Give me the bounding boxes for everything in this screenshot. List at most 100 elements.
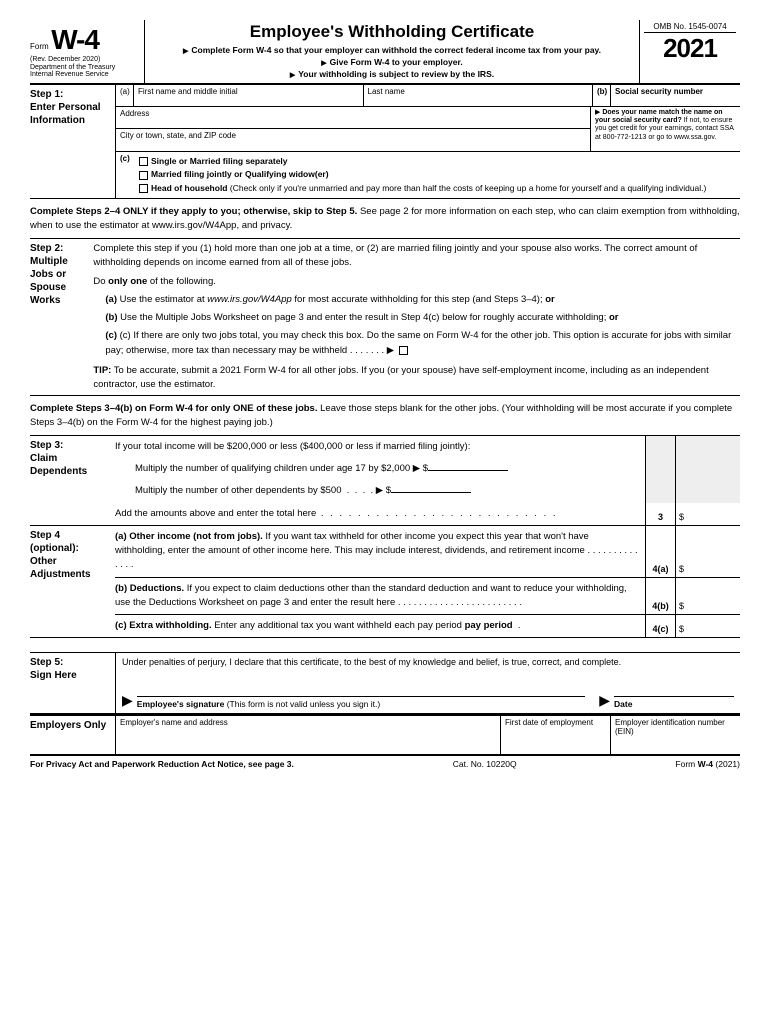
- step3-label: Step 3:: [30, 440, 63, 451]
- checkbox-married[interactable]: [139, 171, 148, 180]
- step3-total-text: Add the amounts above and enter the tota…: [115, 503, 645, 525]
- step5-label: Step 5:: [30, 657, 63, 668]
- step3-line1: Multiply the number of qualifying childr…: [115, 462, 639, 476]
- ssn-field[interactable]: Social security number: [610, 85, 740, 107]
- step3-children-amount[interactable]: [428, 470, 508, 471]
- step2-tip: TIP: To be accurate, submit a 2021 Form …: [93, 364, 740, 393]
- step2-label: Step 2:: [30, 243, 63, 254]
- header-left-block: Form W-4 (Rev. December 2020) Department…: [30, 20, 145, 83]
- step5-label-block: Step 5: Sign Here: [30, 653, 115, 713]
- between1-bold: Complete Steps 2–4 ONLY if they apply to…: [30, 206, 357, 217]
- step3-intro: If your total income will be $200,000 or…: [115, 440, 639, 454]
- step3-amt-placeholder: [675, 436, 740, 503]
- step2-option-c: (c) (c) If there are only two jobs total…: [93, 329, 740, 358]
- checkbox-hoh[interactable]: [139, 184, 148, 193]
- step1-sub: Enter Personal Information: [30, 102, 101, 126]
- step2-option-b: (b) Use the Multiple Jobs Worksheet on p…: [93, 311, 740, 325]
- date-field[interactable]: [614, 673, 734, 697]
- filing-hoh-note: (Check only if you're unmarried and pay …: [230, 183, 706, 193]
- footer-right: Form W-4 (2021): [675, 759, 740, 769]
- step4a-num: 4(a): [645, 526, 675, 577]
- irs: Internal Revenue Service: [30, 71, 140, 79]
- instructions-between-2: Complete Steps 3–4(b) on Form W-4 for on…: [30, 396, 740, 436]
- step2-sub: Multiple Jobs or Spouse Works: [30, 256, 68, 306]
- step2-intro: Complete this step if you (1) hold more …: [93, 242, 740, 271]
- instruction-3: Your withholding is subject to review by…: [153, 69, 631, 81]
- step4c-text: (c) Extra withholding. Enter any additio…: [115, 615, 645, 637]
- checkbox-single[interactable]: [139, 157, 148, 166]
- form-title: Employee's Withholding Certificate: [153, 22, 631, 42]
- step4b-text: (b) Deductions. If you expect to claim d…: [115, 578, 645, 615]
- signature-field[interactable]: [137, 673, 585, 697]
- form-code: W-4: [51, 24, 99, 55]
- sig-label: Employee's signature: [137, 699, 225, 709]
- step1-body: (a) First name and middle initial Last n…: [115, 85, 740, 199]
- footer-center: Cat. No. 10220Q: [453, 759, 517, 769]
- header-center-block: Employee's Withholding Certificate Compl…: [145, 20, 640, 83]
- employers-container: Employers Only Employer's name and addre…: [30, 714, 740, 756]
- first-name-field[interactable]: First name and middle initial: [133, 85, 363, 107]
- dept: Department of the Treasury: [30, 64, 140, 72]
- instructions-between-1: Complete Steps 2–4 ONLY if they apply to…: [30, 199, 740, 239]
- instruction-1: Complete Form W-4 so that your employer …: [153, 45, 631, 57]
- step4-container: Step 4 (optional): Other Adjustments (a)…: [30, 525, 740, 639]
- step4c-amount[interactable]: $: [675, 615, 740, 637]
- revision: (Rev. December 2020): [30, 56, 140, 64]
- step3-num: 3: [645, 503, 675, 525]
- page-footer: For Privacy Act and Paperwork Reduction …: [30, 756, 740, 769]
- sig-note: (This form is not valid unless you sign …: [227, 699, 381, 709]
- step1-label: Step 1:: [30, 89, 63, 100]
- address-field[interactable]: Address: [115, 107, 590, 129]
- between2-bold: Complete Steps 3–4(b) on Form W-4 for on…: [30, 403, 317, 414]
- employer-name-field[interactable]: Employer's name and address: [115, 716, 500, 754]
- step3-sub: Claim Dependents: [30, 453, 87, 477]
- step3-label-block: Step 3: Claim Dependents: [30, 436, 115, 525]
- step1-label-block: Step 1: Enter Personal Information: [30, 85, 115, 199]
- step4-label: Step 4 (optional):: [30, 530, 79, 554]
- first-date-field[interactable]: First date of employment: [500, 716, 610, 754]
- step3-dependents-amount[interactable]: [391, 492, 471, 493]
- instruction-2: Give Form W-4 to your employer.: [153, 57, 631, 69]
- form-prefix: Form: [30, 42, 49, 51]
- filing-hoh: Head of household: [151, 183, 228, 193]
- step2-container: Step 2: Multiple Jobs or Spouse Works Co…: [30, 239, 740, 396]
- step4a-amount[interactable]: $: [675, 526, 740, 577]
- perjury-statement: Under penalties of perjury, I declare th…: [122, 657, 734, 667]
- step3-total-amount[interactable]: $: [675, 503, 740, 525]
- footer-left: For Privacy Act and Paperwork Reduction …: [30, 759, 294, 769]
- filing-single: Single or Married filing separately: [151, 156, 288, 166]
- step4b-num: 4(b): [645, 578, 675, 615]
- step3-body: If your total income will be $200,000 or…: [115, 436, 740, 525]
- step5-container: Step 5: Sign Here Under penalties of per…: [30, 652, 740, 714]
- step1-c-label: (c): [115, 152, 133, 199]
- step4-sub: Other Adjustments: [30, 556, 91, 580]
- omb-number: OMB No. 1545-0074: [644, 22, 736, 33]
- step3-num-placeholder: [645, 436, 675, 503]
- ein-field[interactable]: Employer identification number (EIN): [610, 716, 740, 754]
- step3-line2: Multiply the number of other dependents …: [115, 484, 639, 498]
- form-header: Form W-4 (Rev. December 2020) Department…: [30, 20, 740, 85]
- year-prefix: 20: [663, 33, 690, 63]
- checkbox-two-jobs[interactable]: [399, 346, 408, 355]
- step1-a-label: (a): [115, 85, 133, 107]
- header-right-block: OMB No. 1545-0074 2021: [640, 20, 740, 83]
- city-field[interactable]: City or town, state, and ZIP code: [115, 129, 590, 151]
- date-label: Date: [614, 699, 632, 709]
- step2-option-a: (a) Use the estimator at www.irs.gov/W4A…: [93, 293, 740, 307]
- filing-married: Married filing jointly or Qualifying wid…: [151, 169, 329, 179]
- step1-container: Step 1: Enter Personal Information (a) F…: [30, 85, 740, 200]
- filing-status-block: Single or Married filing separately Marr…: [133, 152, 740, 199]
- step5-sub: Sign Here: [30, 670, 77, 681]
- step3-container: Step 3: Claim Dependents If your total i…: [30, 436, 740, 525]
- employers-label: Employers Only: [30, 716, 115, 754]
- date-arrow-icon: ▶: [599, 692, 610, 709]
- step4b-amount[interactable]: $: [675, 578, 740, 615]
- tax-year: 2021: [644, 33, 736, 64]
- step2-label-block: Step 2: Multiple Jobs or Spouse Works: [30, 239, 89, 395]
- signature-arrow-icon: ▶: [122, 692, 133, 709]
- step4a-text: (a) Other income (not from jobs). If you…: [115, 526, 645, 577]
- ssn-match-note: ▶ Does your name match the name on your …: [590, 107, 740, 151]
- step2-body: Complete this step if you (1) hold more …: [89, 239, 740, 395]
- last-name-field[interactable]: Last name: [363, 85, 593, 107]
- year-bold: 21: [690, 33, 717, 63]
